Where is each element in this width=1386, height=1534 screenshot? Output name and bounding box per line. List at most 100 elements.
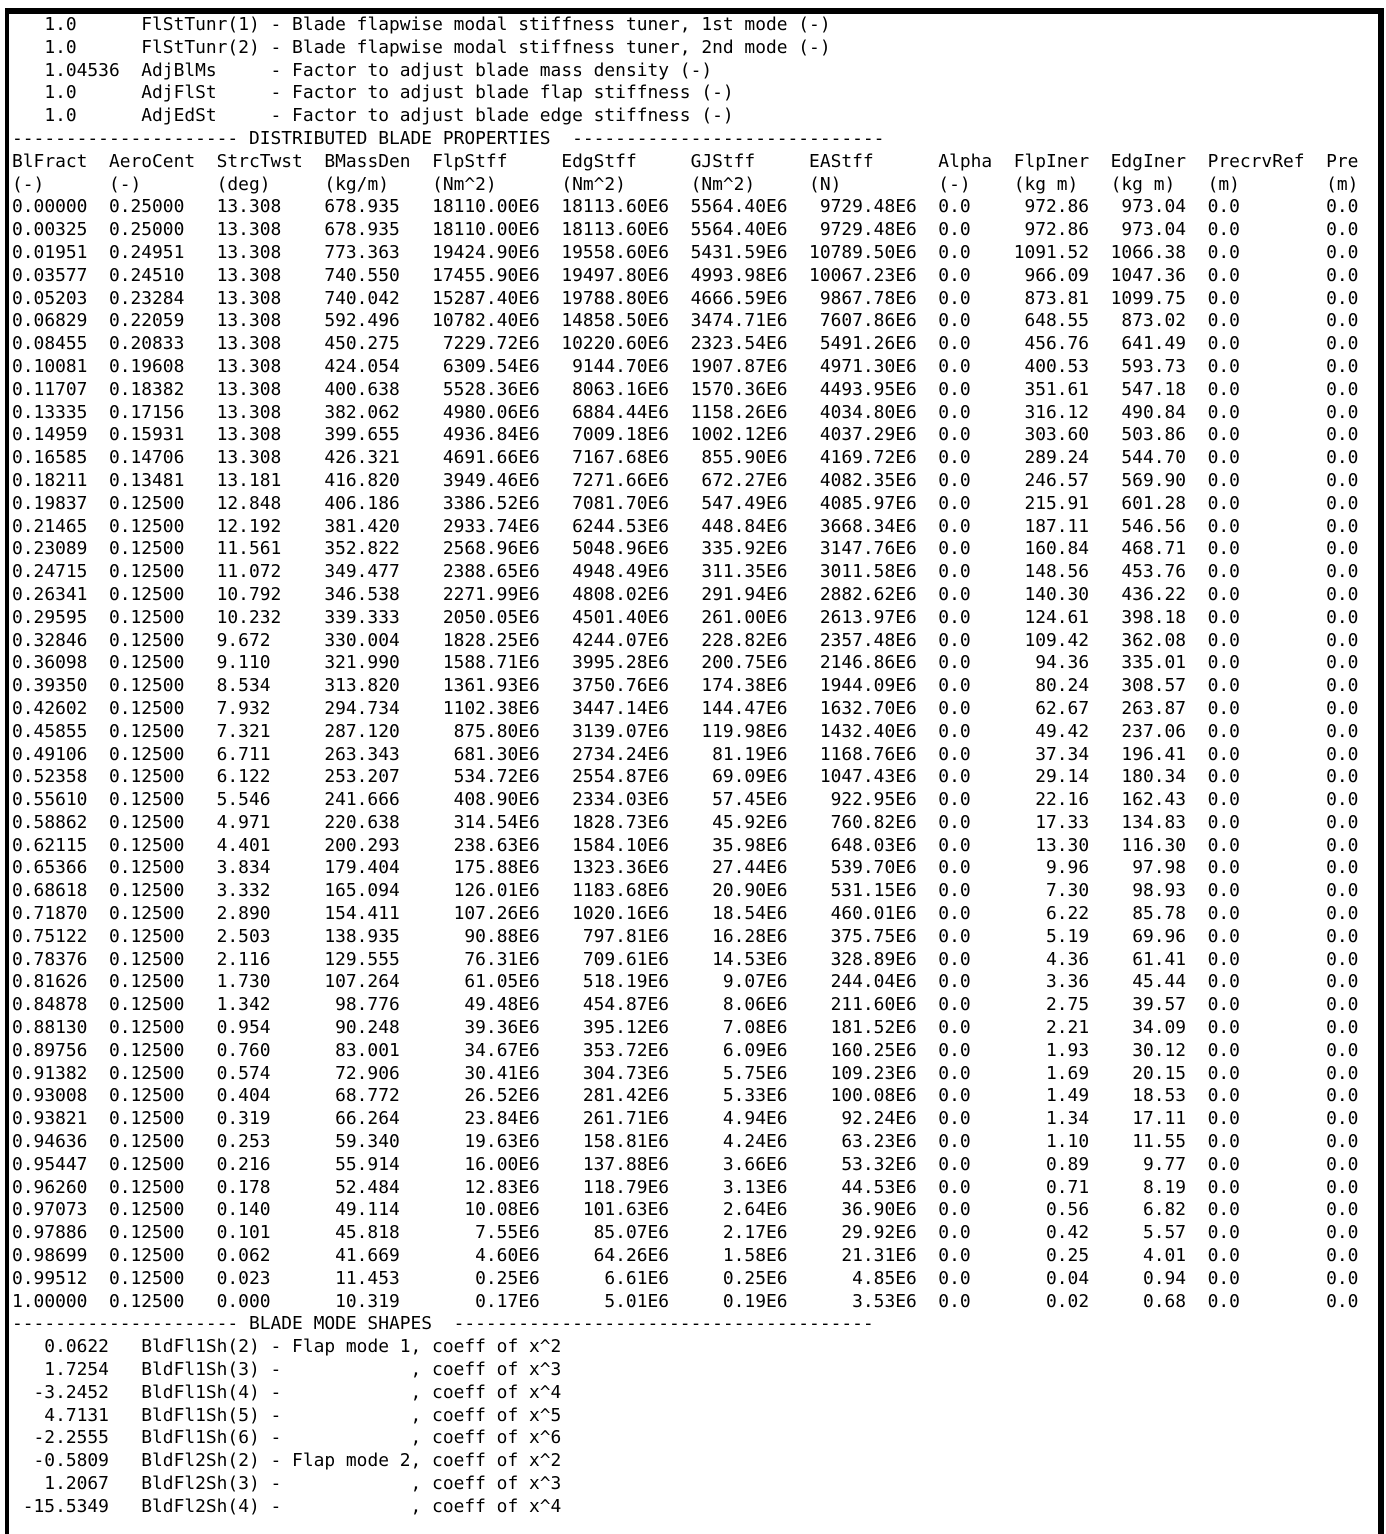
table-cell-flpiner: 1.10 bbox=[1046, 1131, 1090, 1153]
table-cell-alpha: 0.0 bbox=[938, 1131, 971, 1153]
table-cell-blfract: 0.62115 bbox=[12, 834, 88, 856]
table-cell-alpha: 0.0 bbox=[938, 1290, 971, 1312]
table-cell-pre: 0.0 bbox=[1326, 378, 1359, 400]
table-cell-pre: 0.0 bbox=[1326, 857, 1359, 879]
table-row: 0.84878 0.12500 1.342 98.776 49.48E6 454.87E6… bbox=[12, 994, 1378, 1017]
table-cell-flpstff: 3386.52E6 bbox=[442, 492, 540, 514]
table-cell-pre: 0.0 bbox=[1326, 287, 1359, 309]
table-cell-gjstff: 3474.71E6 bbox=[690, 310, 788, 332]
table-cell-pre: 0.0 bbox=[1326, 971, 1359, 993]
table-cell-flpiner: 303.60 bbox=[1024, 424, 1090, 446]
table-row: 0.45855 0.12500 7.321 287.120 875.80E6 3139.0… bbox=[12, 721, 1378, 744]
table-cell-strctwst: 2.503 bbox=[216, 925, 271, 947]
table-cell-edgstff: 2734.24E6 bbox=[572, 743, 670, 765]
table-cell-alpha: 0.0 bbox=[938, 1267, 971, 1289]
table-cell-flpiner: 400.53 bbox=[1024, 355, 1090, 377]
table-row: 0.05203 0.23284 13.308 740.042 15287.40E6 197… bbox=[12, 288, 1378, 311]
table-cell-aerocent: 0.17156 bbox=[108, 401, 185, 423]
table-cell-blfract: 1.00000 bbox=[12, 1290, 88, 1312]
table-cell-bmassden: 83.001 bbox=[335, 1039, 400, 1061]
table-cell-bmassden: 68.772 bbox=[335, 1085, 400, 1107]
table-cell-edgstff: 3995.28E6 bbox=[572, 652, 670, 674]
table-cell-pre: 0.0 bbox=[1326, 1290, 1359, 1312]
table-row: 0.98699 0.12500 0.062 41.669 4.60E6 64.26E6 1.… bbox=[12, 1245, 1378, 1268]
table-cell-alpha: 0.0 bbox=[938, 971, 971, 993]
table-cell-blfract: 0.05203 bbox=[12, 287, 88, 309]
table-cell-flpiner: 62.67 bbox=[1035, 697, 1090, 719]
separator-dashes: ----------------------------- bbox=[572, 127, 885, 149]
parameter-line: 1.04536 AdjBlMs - Factor to adjust blade m… bbox=[12, 60, 1378, 83]
table-cell-gjstff: 119.98E6 bbox=[701, 720, 788, 742]
separator-dashes: --------------------- bbox=[12, 1313, 239, 1335]
table-cell-precrvref: 0.0 bbox=[1207, 994, 1240, 1016]
table-cell-eastff: 1944.09E6 bbox=[819, 675, 917, 697]
coefficient-description: , coeff of x^4 bbox=[410, 1495, 562, 1517]
table-cell-edgstff: 19497.80E6 bbox=[561, 264, 670, 286]
table-cell-aerocent: 0.12500 bbox=[108, 1131, 185, 1153]
table-cell-edgstff: 6884.44E6 bbox=[572, 401, 670, 423]
table-cell-strctwst: 13.308 bbox=[216, 401, 282, 423]
table-cell-strctwst: 6.122 bbox=[216, 766, 271, 788]
table-cell-precrvref: 0.0 bbox=[1207, 697, 1240, 719]
table-cell-flpiner: 94.36 bbox=[1035, 652, 1090, 674]
table-cell-aerocent: 0.12500 bbox=[108, 743, 185, 765]
section-title: DISTRIBUTED BLADE PROPERTIES bbox=[248, 127, 551, 149]
table-cell-gjstff: 174.38E6 bbox=[701, 675, 788, 697]
table-cell-edginer: 97.98 bbox=[1132, 857, 1187, 879]
table-cell-pre: 0.0 bbox=[1326, 561, 1359, 583]
table-cell-strctwst: 11.072 bbox=[216, 561, 282, 583]
table-cell-blfract: 0.71870 bbox=[12, 903, 88, 925]
table-cell-blfract: 0.95447 bbox=[12, 1153, 88, 1175]
coefficient-description: , coeff of x^3 bbox=[410, 1473, 562, 1494]
table-cell-strctwst: 0.404 bbox=[216, 1085, 271, 1107]
table-cell-edgstff: 101.63E6 bbox=[582, 1199, 670, 1221]
table-cell-bmassden: 678.935 bbox=[324, 219, 400, 241]
table-cell-edginer: 601.28 bbox=[1121, 492, 1187, 514]
table-cell-flpiner: 0.71 bbox=[1046, 1176, 1090, 1198]
table-cell-aerocent: 0.12500 bbox=[108, 652, 185, 674]
table-cell-gjstff: 8.06E6 bbox=[722, 994, 788, 1016]
table-cell-flpstff: 4936.84E6 bbox=[442, 424, 540, 446]
table-cell-eastff: 3.53E6 bbox=[852, 1290, 917, 1312]
mode-shape-line: 1.2067 BldFl2Sh(3) - , coeff of x^3 bbox=[12, 1473, 1378, 1496]
table-cell-pre: 0.0 bbox=[1326, 811, 1359, 833]
table-cell-flpiner: 148.56 bbox=[1024, 561, 1090, 583]
table-cell-blfract: 0.49106 bbox=[12, 743, 88, 765]
table-row: 0.14959 0.15931 13.308 399.655 4936.84E6 7009… bbox=[12, 424, 1378, 447]
table-cell-aerocent: 0.12500 bbox=[108, 811, 185, 833]
table-cell-blfract: 0.93008 bbox=[12, 1085, 88, 1107]
parameter-value: 1.0 bbox=[44, 105, 77, 127]
table-cell-strctwst: 7.321 bbox=[216, 720, 271, 742]
table-cell-edginer: 453.76 bbox=[1121, 561, 1187, 583]
table-units-row: (-) (-) (deg) (kg/m) (Nm^2) (Nm^2) (Nm^2) (N) (-… bbox=[12, 174, 1378, 197]
table-cell-gjstff: 291.94E6 bbox=[701, 583, 788, 605]
table-cell-strctwst: 0.319 bbox=[216, 1108, 271, 1130]
table-cell-strctwst: 0.140 bbox=[216, 1199, 271, 1221]
table-cell-aerocent: 0.24510 bbox=[108, 264, 185, 286]
column-header: Alpha bbox=[938, 150, 993, 172]
table-cell-eastff: 531.15E6 bbox=[830, 880, 917, 902]
table-cell-edgstff: 118.79E6 bbox=[582, 1176, 670, 1198]
table-cell-alpha: 0.0 bbox=[938, 1108, 971, 1130]
table-cell-edginer: 503.86 bbox=[1121, 424, 1187, 446]
column-header: FlpStff bbox=[432, 150, 508, 172]
table-row: 1.00000 0.12500 0.000 10.319 0.17E6 5.01E6 0.1… bbox=[12, 1291, 1378, 1314]
table-cell-blfract: 0.93821 bbox=[12, 1108, 88, 1130]
table-cell-alpha: 0.0 bbox=[938, 994, 971, 1016]
table-cell-pre: 0.0 bbox=[1326, 538, 1359, 560]
column-header: BMassDen bbox=[324, 150, 411, 172]
column-unit: (Nm^2) bbox=[690, 173, 756, 195]
table-cell-eastff: 2613.97E6 bbox=[819, 606, 917, 628]
table-cell-edginer: 0.94 bbox=[1142, 1267, 1187, 1289]
table-cell-pre: 0.0 bbox=[1326, 766, 1359, 788]
table-cell-pre: 0.0 bbox=[1326, 219, 1359, 241]
table-cell-flpiner: 873.81 bbox=[1024, 287, 1090, 309]
table-cell-edginer: 436.22 bbox=[1121, 583, 1187, 605]
table-cell-edgstff: 18113.60E6 bbox=[561, 196, 670, 218]
table-cell-precrvref: 0.0 bbox=[1207, 743, 1240, 765]
table-cell-edgstff: 7009.18E6 bbox=[572, 424, 670, 446]
mode-shape-line: 1.7254 BldFl1Sh(3) - , coeff of x^3 bbox=[12, 1359, 1378, 1382]
table-cell-flpstff: 2933.74E6 bbox=[442, 515, 540, 537]
coefficient-name: BldFl1Sh(5) bbox=[141, 1404, 260, 1426]
table-cell-bmassden: 287.120 bbox=[324, 720, 400, 742]
